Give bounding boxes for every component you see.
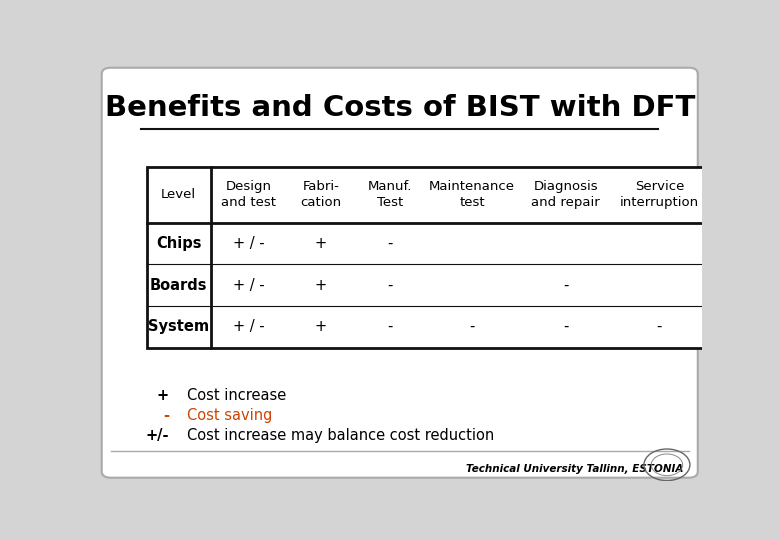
Text: -: -: [388, 236, 393, 251]
Text: Cost saving: Cost saving: [187, 408, 272, 423]
Text: -: -: [388, 278, 393, 293]
Text: +: +: [315, 236, 327, 251]
Text: Chips: Chips: [156, 236, 201, 251]
Text: +: +: [315, 319, 327, 334]
Text: + / -: + / -: [232, 319, 264, 334]
Text: -: -: [470, 319, 475, 334]
Text: -: -: [657, 319, 662, 334]
Text: Fabri-
cation: Fabri- cation: [300, 180, 342, 209]
Text: Level: Level: [161, 188, 197, 201]
Text: Manuf.
Test: Manuf. Test: [368, 180, 413, 209]
Text: -: -: [563, 278, 569, 293]
FancyBboxPatch shape: [101, 68, 698, 478]
Text: Benefits and Costs of BIST with DFT: Benefits and Costs of BIST with DFT: [105, 94, 695, 123]
Text: Diagnosis
and repair: Diagnosis and repair: [531, 180, 600, 209]
Text: Boards: Boards: [150, 278, 207, 293]
Text: -: -: [163, 408, 168, 423]
Text: Technical University Tallinn, ESTONIA: Technical University Tallinn, ESTONIA: [466, 464, 684, 474]
Text: + / -: + / -: [232, 236, 264, 251]
Bar: [147, 167, 706, 348]
Text: System: System: [148, 319, 209, 334]
Text: Cost increase may balance cost reduction: Cost increase may balance cost reduction: [187, 428, 495, 443]
Text: -: -: [563, 319, 569, 334]
Text: Service
interruption: Service interruption: [620, 180, 699, 209]
Text: Design
and test: Design and test: [221, 180, 276, 209]
Text: -: -: [388, 319, 393, 334]
Text: Maintenance
test: Maintenance test: [429, 180, 515, 209]
Bar: [147, 167, 706, 348]
Text: + / -: + / -: [232, 278, 264, 293]
Text: +: +: [315, 278, 327, 293]
Text: +/-: +/-: [145, 428, 168, 443]
Text: +: +: [157, 388, 168, 403]
Text: Cost increase: Cost increase: [187, 388, 286, 403]
